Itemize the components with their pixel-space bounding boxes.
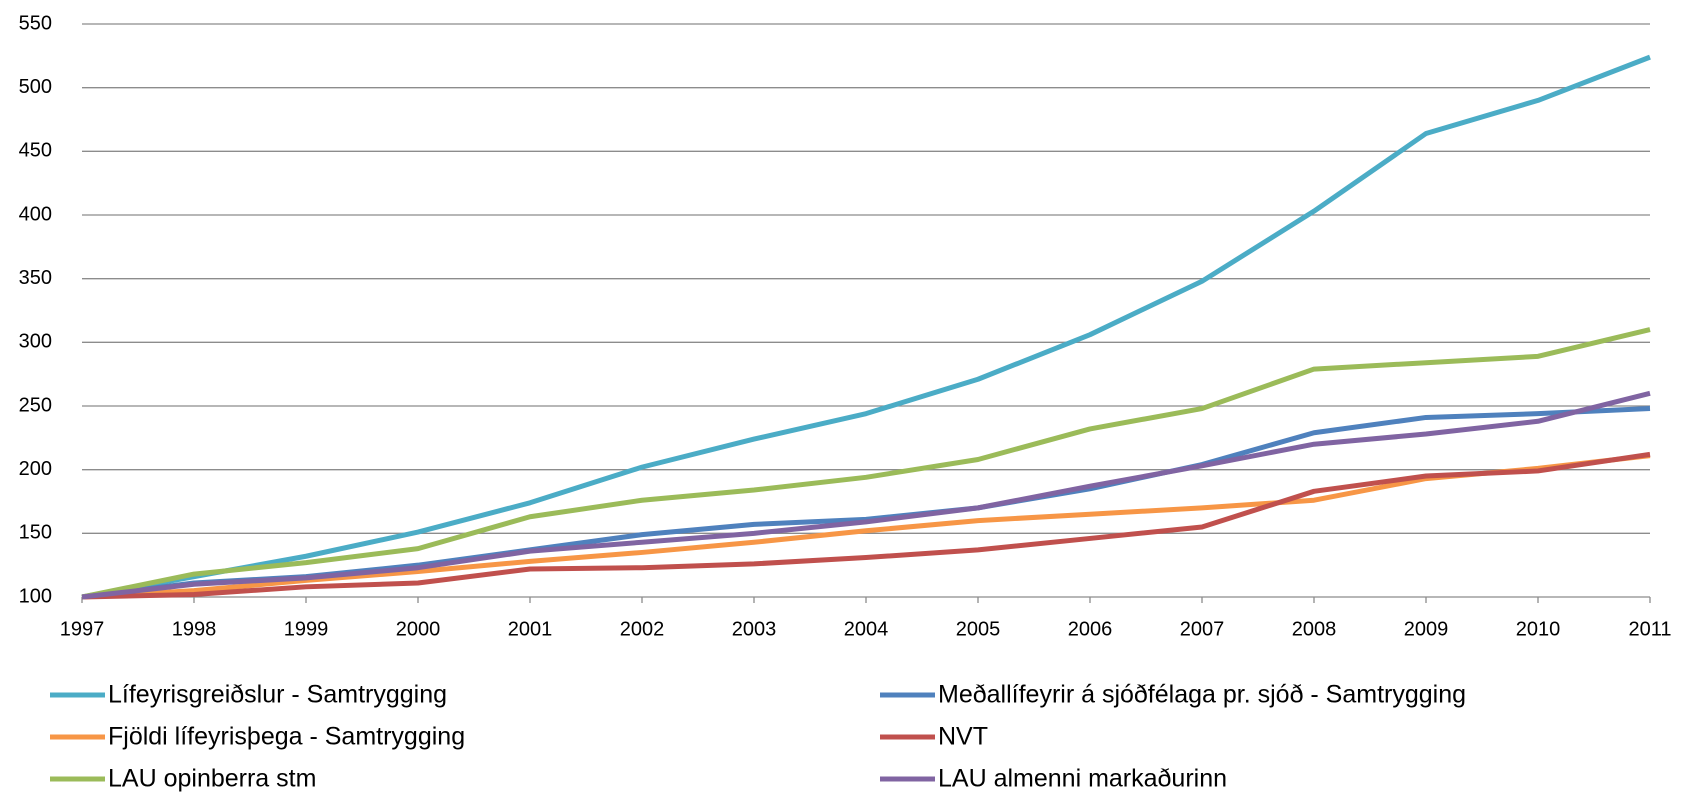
x-tick-label: 1999 bbox=[284, 618, 329, 640]
series-line bbox=[81, 453, 1651, 600]
x-tick-label: 2007 bbox=[1180, 618, 1225, 640]
x-tick-label: 2010 bbox=[1516, 618, 1561, 640]
legend-label: LAU opinberra stm bbox=[108, 765, 316, 793]
x-tick-label: 2003 bbox=[732, 618, 777, 640]
x-tick-label: 2009 bbox=[1404, 618, 1449, 640]
y-tick-label: 300 bbox=[19, 331, 52, 353]
x-tick-label: 2006 bbox=[1068, 618, 1113, 640]
y-tick-label: 200 bbox=[19, 458, 52, 480]
x-tick-label: 2008 bbox=[1292, 618, 1337, 640]
series-line bbox=[81, 390, 1651, 600]
x-tick-label: 2011 bbox=[1628, 618, 1671, 640]
x-tick-label: 2002 bbox=[620, 618, 665, 640]
series-line bbox=[81, 54, 1651, 600]
legend-label: LAU almenni markaðurinn bbox=[938, 765, 1227, 793]
y-tick-label: 400 bbox=[19, 203, 52, 225]
y-tick-label: 350 bbox=[19, 267, 52, 289]
series-line bbox=[81, 451, 1651, 600]
y-tick-label: 450 bbox=[19, 140, 52, 162]
y-tick-label: 250 bbox=[19, 394, 52, 416]
legend: Lífeyrisgreiðslur - Samtrygging Meðallífe… bbox=[50, 681, 1466, 793]
x-tick-label: 2001 bbox=[508, 618, 553, 640]
y-tick-label: 550 bbox=[19, 12, 52, 34]
series-line bbox=[81, 327, 1651, 600]
legend-label: Fjöldi lífeyrisþega - Samtrygging bbox=[108, 723, 465, 751]
legend-label: NVT bbox=[938, 723, 988, 751]
x-tick-label: 2005 bbox=[956, 618, 1001, 640]
x-tick-label: 1998 bbox=[172, 618, 217, 640]
y-tick-label: 150 bbox=[19, 522, 52, 544]
y-tick-label: 500 bbox=[19, 76, 52, 98]
legend-label: Meðallífeyrir á sjóðfélaga pr. sjóð - Sa… bbox=[938, 681, 1466, 709]
legend-label: Lífeyrisgreiðslur - Samtrygging bbox=[108, 681, 447, 709]
x-tick-label: 1997 bbox=[60, 618, 105, 640]
x-tick-label: 2004 bbox=[844, 618, 889, 640]
y-tick-label: 100 bbox=[19, 585, 52, 607]
x-tick-label: 2000 bbox=[396, 618, 441, 640]
